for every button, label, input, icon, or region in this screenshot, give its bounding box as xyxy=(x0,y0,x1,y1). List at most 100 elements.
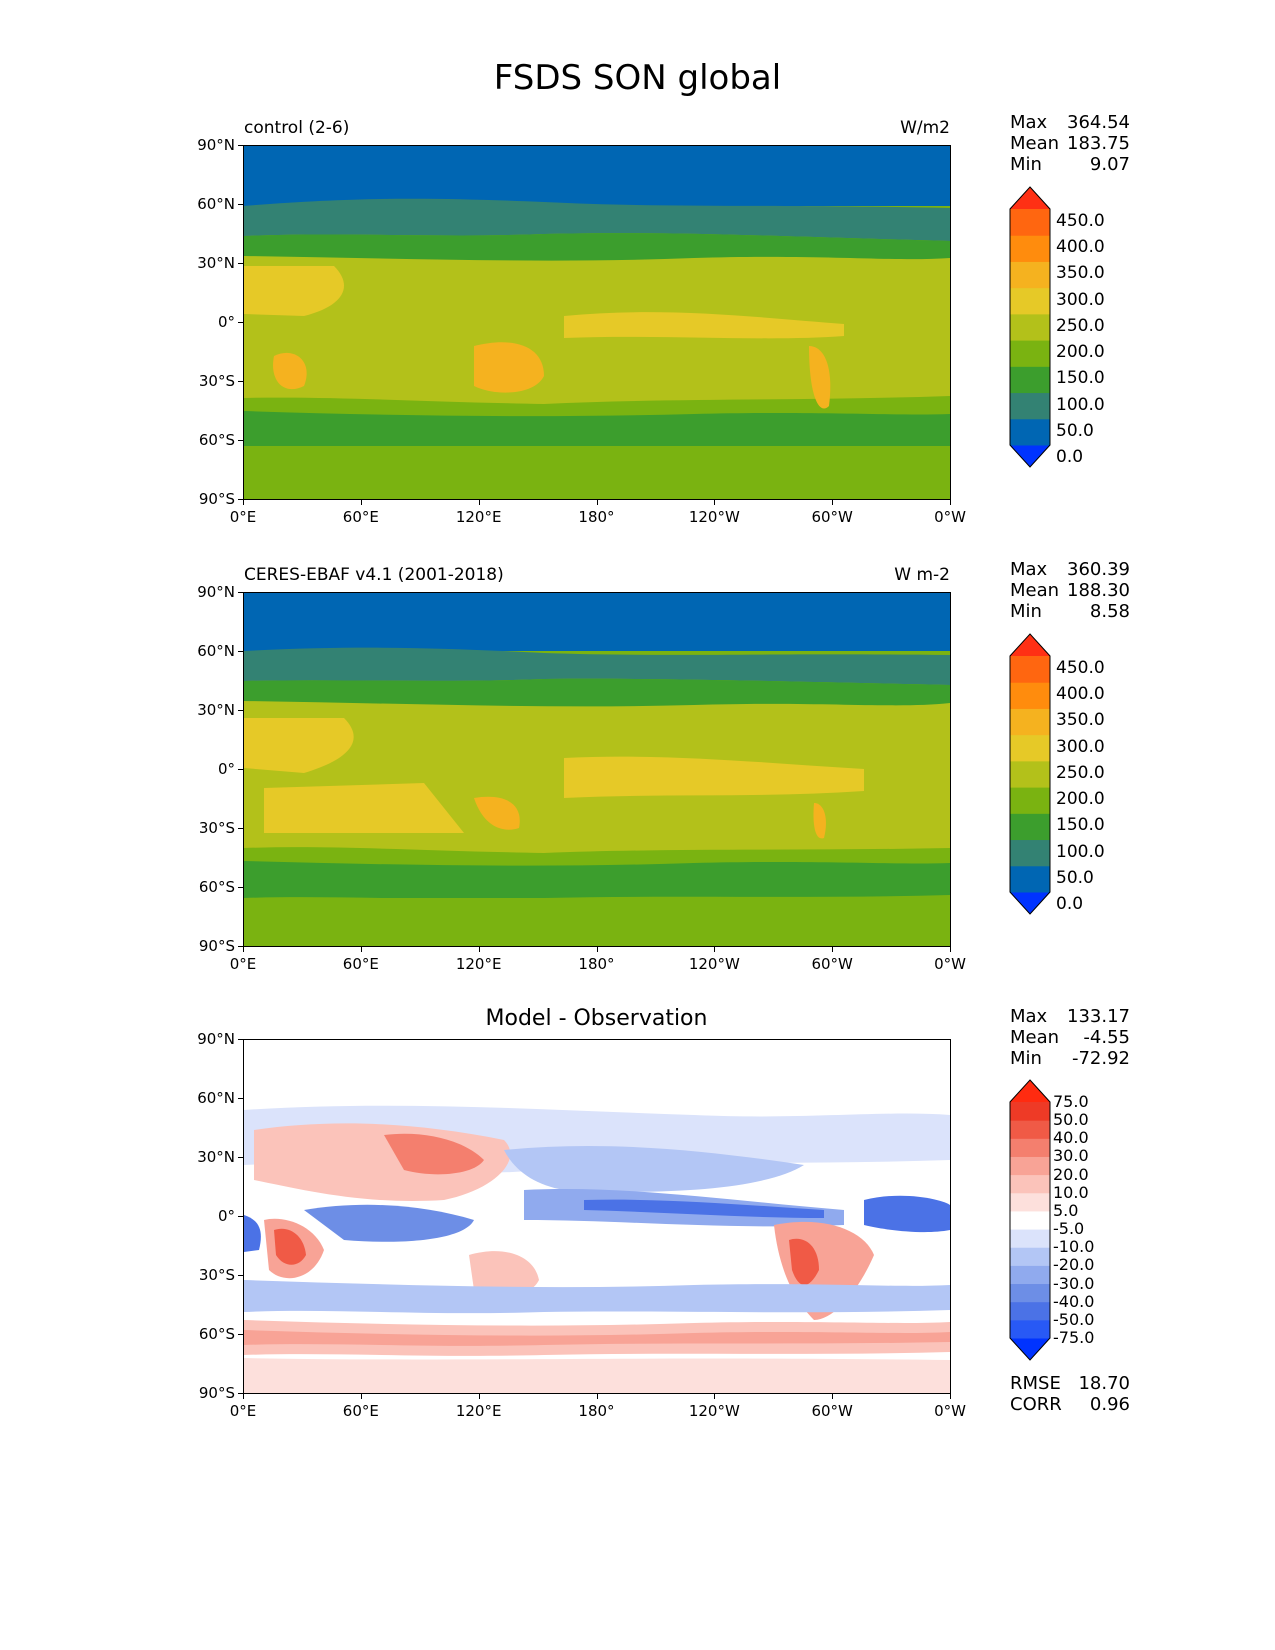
colorbar-segment xyxy=(1010,734,1050,762)
panel2-stat-value: 360.39 xyxy=(1067,559,1130,580)
panel1-stat-value: 364.54 xyxy=(1067,112,1130,133)
panel1-lat-tick-label: 60°N xyxy=(197,195,235,213)
panel2-title-right: W m-2 xyxy=(894,565,950,585)
panel3-lon-tick-label: 60°E xyxy=(342,1402,379,1420)
colorbar-segment xyxy=(1010,1156,1050,1176)
panel2-colorbar-label: 300.0 xyxy=(1056,736,1105,757)
panel2-lat-tick-mark xyxy=(238,592,243,593)
panel2-lat-tick-mark xyxy=(238,887,243,888)
panel2-lat-tick-label: 90°S xyxy=(198,937,235,955)
panel1-stat-label: Min xyxy=(1010,154,1042,175)
panel2-lon-tick-mark xyxy=(832,947,834,952)
panel1-lon-tick-mark xyxy=(714,500,716,505)
colorbar-extend-high xyxy=(1010,1080,1050,1102)
colorbar-segment xyxy=(1010,1247,1050,1266)
panel2-lat-tick-label: 60°S xyxy=(198,878,235,896)
panel3-colorbar-label: -5.0 xyxy=(1053,1219,1085,1239)
panel3-lon-tick-label: 60°W xyxy=(811,1402,853,1420)
panel2-colorbar-label: 450.0 xyxy=(1056,658,1105,678)
panel3-lat-tick-label: 60°N xyxy=(197,1089,235,1107)
colorbar-segment xyxy=(1010,839,1050,867)
panel1-colorbar-label: 50.0 xyxy=(1056,420,1094,441)
panel3-stat-value: -72.92 xyxy=(1071,1048,1130,1069)
colorbar-segment xyxy=(1010,1229,1050,1248)
panel1-colorbar-label: 0.0 xyxy=(1056,447,1084,467)
colorbar-segment xyxy=(1010,1301,1050,1321)
colorbar-extend-high xyxy=(1010,187,1050,209)
colorbar-segment xyxy=(1010,760,1050,788)
panel2-colorbar-label: 0.0 xyxy=(1056,894,1084,914)
panel2-lat-tick-mark xyxy=(238,651,243,652)
panel3-colorbar-label: -50.0 xyxy=(1053,1309,1095,1329)
panel3-lat-tick-label: 30°S xyxy=(198,1266,235,1284)
panel3-colorbar-label: 75.0 xyxy=(1053,1092,1089,1111)
colorbar-segment xyxy=(1010,392,1050,420)
panel1-stat-label: Max xyxy=(1010,112,1048,133)
figure-title: FSDS SON global xyxy=(493,58,782,98)
panel1-lon-tick-mark xyxy=(360,500,362,505)
panel1-stat-label: Mean xyxy=(1010,133,1060,154)
panel3-colorbar-label: 40.0 xyxy=(1053,1128,1089,1148)
panel1-lat-tick-mark xyxy=(238,322,243,323)
panel1-colorbar-label: 100.0 xyxy=(1056,394,1105,415)
panel2-stat-label: Min xyxy=(1010,601,1042,622)
panel3-lat-tick-mark xyxy=(238,1275,243,1276)
panel1-map-svg xyxy=(244,146,950,499)
panel2-lon-tick-label: 180° xyxy=(578,955,615,973)
panel3-lon-tick-mark xyxy=(832,1394,834,1399)
colorbar-segment xyxy=(1010,656,1050,683)
panel1-map xyxy=(243,145,951,500)
panel3-lat-tick-label: 90°S xyxy=(198,1384,235,1402)
panel2-colorbar-label: 150.0 xyxy=(1056,815,1105,836)
colorbar-segment xyxy=(1010,313,1050,341)
panel2-lon-tick-label: 60°W xyxy=(811,955,853,973)
panel3-lat-tick-mark xyxy=(238,1039,243,1040)
panel1-lon-tick-mark xyxy=(478,500,480,505)
panel2-colorbar-label: 400.0 xyxy=(1056,684,1105,705)
panel1-lon-tick-label: 180° xyxy=(578,508,615,526)
panel3-metric-value: 18.70 xyxy=(1078,1373,1130,1394)
panel2-lon-tick-label: 0°E xyxy=(229,955,257,973)
panel1-lat-tick-label: 30°N xyxy=(197,254,235,272)
panel1-colorbar xyxy=(1009,186,1051,468)
panel1-colorbar-label: 350.0 xyxy=(1056,263,1105,284)
panel2-colorbar-label: 100.0 xyxy=(1056,841,1105,862)
panel1-colorbar-label: 450.0 xyxy=(1056,211,1105,231)
colorbar-segment xyxy=(1010,340,1050,367)
panel1-lat-tick-label: 90°S xyxy=(198,490,235,508)
panel3-lon-tick-mark xyxy=(478,1394,480,1399)
panel2-lat-tick-mark xyxy=(238,946,243,947)
panel3-metric-label: RMSE xyxy=(1010,1373,1061,1394)
panel2-map-svg xyxy=(244,593,950,946)
panel2-lon-tick-mark xyxy=(478,947,480,952)
panel3-stat-label: Min xyxy=(1010,1048,1042,1069)
panel1-lon-tick-mark xyxy=(950,500,951,505)
panel2-stat-value: 188.30 xyxy=(1067,580,1130,601)
panel2-colorbar xyxy=(1009,633,1051,915)
colorbar-segment xyxy=(1010,418,1050,446)
panel3-colorbar-label: 5.0 xyxy=(1053,1200,1079,1220)
panel2-lon-tick-label: 120°E xyxy=(455,955,502,973)
colorbar-extend-low xyxy=(1010,892,1050,914)
colorbar-extend-low xyxy=(1010,1338,1050,1360)
panel3-lon-tick-mark xyxy=(950,1394,951,1399)
panel1-stat-value: 9.07 xyxy=(1089,154,1130,175)
colorbar-segment xyxy=(1010,813,1050,841)
colorbar-segment xyxy=(1010,865,1050,893)
colorbar-outline xyxy=(1009,186,1051,468)
panel1-lon-tick-label: 120°E xyxy=(455,508,502,526)
panel1-colorbar-label: 300.0 xyxy=(1056,289,1105,310)
panel1-title-left: control (2-6) xyxy=(244,118,350,138)
panel3-lon-tick-label: 120°E xyxy=(455,1402,502,1420)
panel1-lat-tick-mark xyxy=(238,204,243,205)
panel3-colorbar-label: 10.0 xyxy=(1053,1182,1089,1202)
panel1-colorbar-label: 250.0 xyxy=(1056,315,1105,336)
panel2-lat-tick-label: 30°S xyxy=(198,819,235,837)
panel3-colorbar-label: -40.0 xyxy=(1053,1291,1095,1311)
panel3-lon-tick-mark xyxy=(714,1394,716,1399)
panel2-map xyxy=(243,592,951,947)
panel3-colorbar-label: -75.0 xyxy=(1053,1328,1095,1347)
colorbar-segment xyxy=(1010,1102,1050,1121)
panel1-lat-tick-mark xyxy=(238,145,243,146)
panel1-stat-value: 183.75 xyxy=(1067,133,1130,154)
